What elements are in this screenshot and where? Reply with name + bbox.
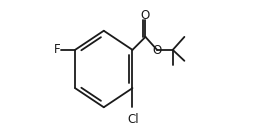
Text: O: O [152,44,162,57]
Text: O: O [141,9,150,22]
Text: F: F [54,43,61,56]
Text: Cl: Cl [127,113,139,126]
